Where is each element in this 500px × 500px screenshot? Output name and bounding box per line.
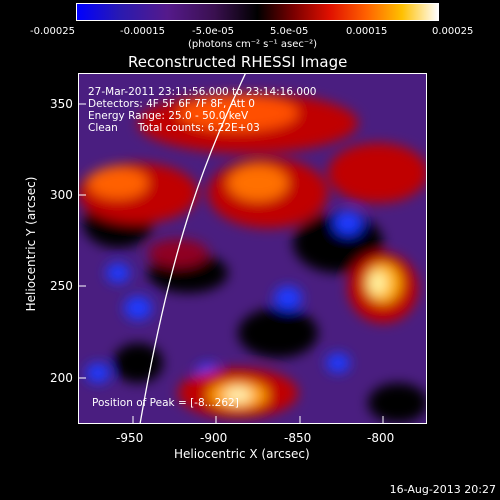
x-axis-label: Heliocentric X (arcsec) xyxy=(174,447,310,461)
y-tick-label: 300 xyxy=(50,188,73,202)
x-tick-label: -850 xyxy=(284,431,312,445)
time-range: 27-Mar-2011 23:11:56.000 to 23:14:16.000 xyxy=(88,86,317,98)
colorbar-tick: 0.00025 xyxy=(432,26,474,37)
rhessi-image: 27-Mar-2011 23:11:56.000 to 23:14:16.000… xyxy=(78,73,427,424)
colorbar-tick: -0.00015 xyxy=(120,26,165,37)
colorbar-tick: 0.00015 xyxy=(346,26,388,37)
colorbar-tick: 5.0e-05 xyxy=(270,26,309,37)
colorbar-tick: -5.0e-05 xyxy=(192,26,234,37)
y-tick-label: 250 xyxy=(50,279,73,293)
footer-timestamp: 16-Aug-2013 20:27 xyxy=(389,483,496,496)
detectors: Detectors: 4F 5F 6F 7F 8F, Att 0 xyxy=(88,98,255,110)
colorbar-units: (photons cm⁻² s⁻¹ asec⁻²) xyxy=(188,39,318,50)
y-axis-label: Heliocentric Y (arcsec) xyxy=(24,176,38,312)
colorbar-tick: -0.00025 xyxy=(30,26,75,37)
plot-title: Reconstructed RHESSI Image xyxy=(128,53,348,71)
y-tick-label: 350 xyxy=(50,97,73,111)
x-tick-label: -950 xyxy=(116,431,144,445)
x-tick-label: -800 xyxy=(367,431,395,445)
x-tick-label: -900 xyxy=(200,431,228,445)
peak-position: Position of Peak = [-8...262] xyxy=(92,397,239,409)
energy-range: Energy Range: 25.0 - 50.0 keV xyxy=(88,110,249,122)
clean-counts: Clean Total counts: 6.22E+03 xyxy=(88,122,260,134)
colorbar xyxy=(76,3,439,21)
y-tick-label: 200 xyxy=(50,371,73,385)
